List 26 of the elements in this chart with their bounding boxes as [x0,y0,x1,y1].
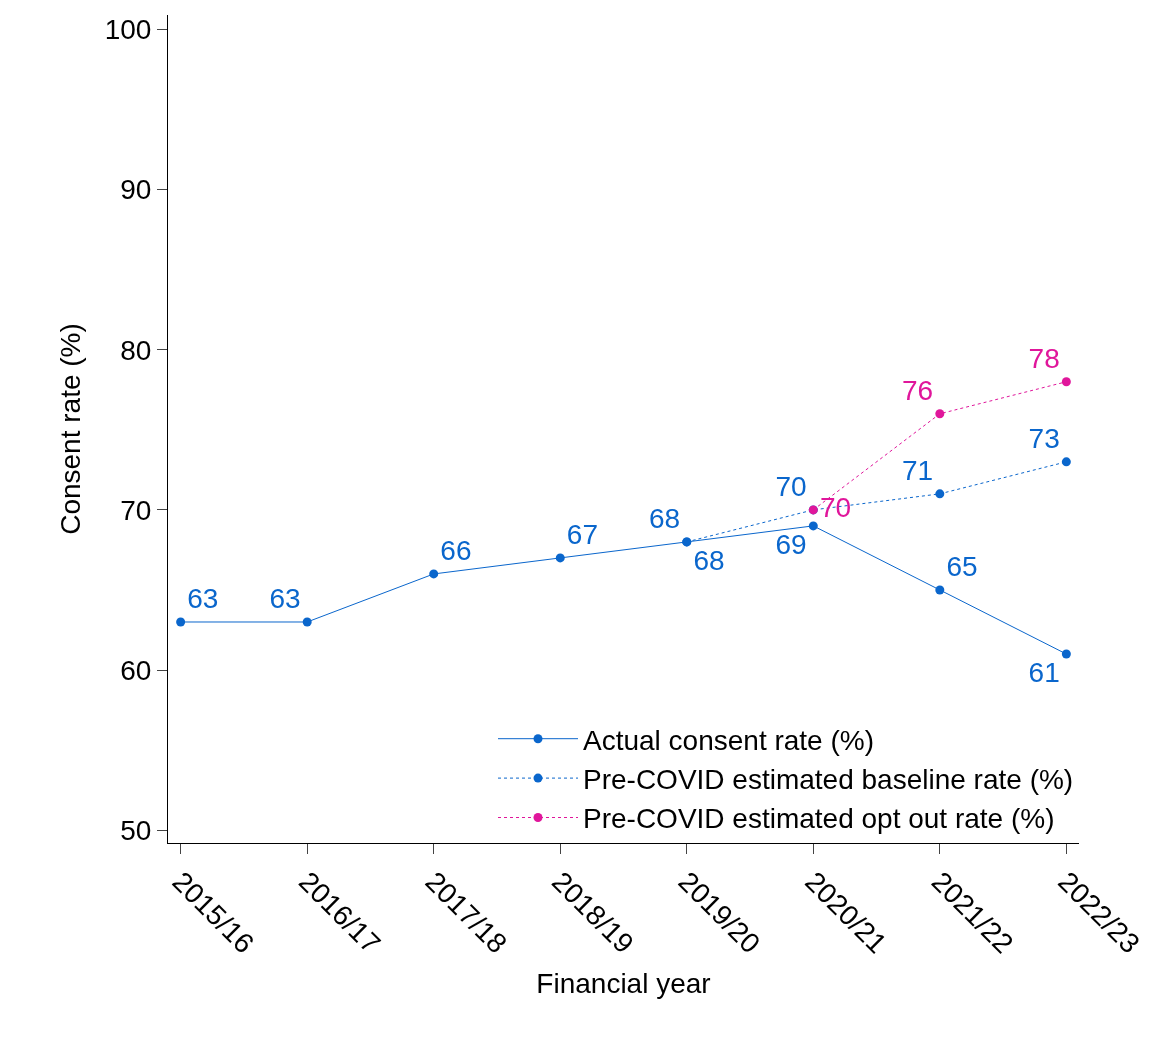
data-label: 70 [775,471,807,503]
data-label: 69 [775,528,807,560]
data-label: 73 [1028,423,1060,455]
legend-label: Pre-COVID estimated baseline rate (%) [583,764,1074,796]
y-axis-title: Consent rate (%) [55,323,87,535]
y-tick-label: 60 [120,654,152,686]
data-label: 67 [566,519,599,551]
data-label: 68 [648,503,681,535]
data-label: 65 [946,551,978,583]
legend-label: Actual consent rate (%) [583,724,875,756]
legend-label: Pre-COVID estimated opt out rate (%) [583,803,1055,835]
y-tick-label: 50 [120,814,152,846]
y-tick-label: 70 [120,494,152,526]
data-label: 61 [1028,656,1060,688]
y-tick-label: 80 [120,334,152,366]
data-label: 66 [440,535,472,567]
data-label: 63 [269,583,301,615]
y-tick-label: 100 [104,14,152,46]
data-label: 70 [819,491,852,523]
data-label: 71 [902,455,934,487]
data-label: 68 [693,544,725,576]
data-label: 63 [187,583,219,615]
y-tick-label: 90 [120,174,152,206]
data-label: 76 [902,375,934,407]
x-axis-title: Financial year [536,968,711,1000]
data-label: 78 [1028,343,1060,375]
